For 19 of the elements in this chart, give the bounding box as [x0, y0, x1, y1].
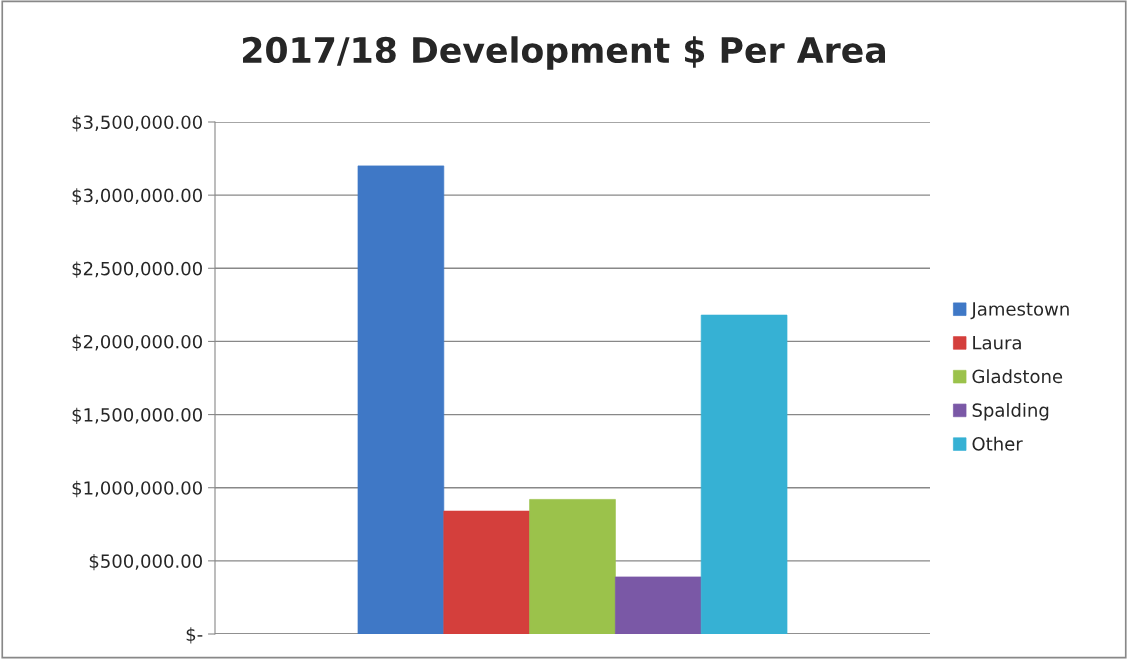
legend-label: Spalding [972, 402, 1049, 421]
y-tick-label: $2,500,000.00 [72, 261, 202, 278]
y-tick-label: $3,500,000.00 [72, 115, 202, 132]
bar [357, 165, 445, 634]
legend-label: Other [972, 436, 1023, 451]
legend-label: Jamestown [970, 302, 1069, 320]
bar [529, 499, 616, 634]
y-tick-label: $2,000,000.00 [72, 334, 202, 351]
y-tick-label: $3,000,000.00 [72, 188, 202, 205]
legend-label: Gladstone [972, 369, 1063, 384]
y-tick-label: $1,000,000.00 [72, 480, 202, 498]
bar [443, 510, 530, 634]
bar [615, 576, 702, 634]
bar [700, 314, 788, 634]
legend-label: Laura [973, 336, 1021, 350]
chart-title: 2017/18 Development $ Per Area [243, 36, 885, 70]
y-tick-label: $- [186, 627, 203, 644]
y-tick-label: $1,500,000.00 [72, 407, 202, 425]
y-tick-label: $500,000.00 [89, 554, 202, 571]
